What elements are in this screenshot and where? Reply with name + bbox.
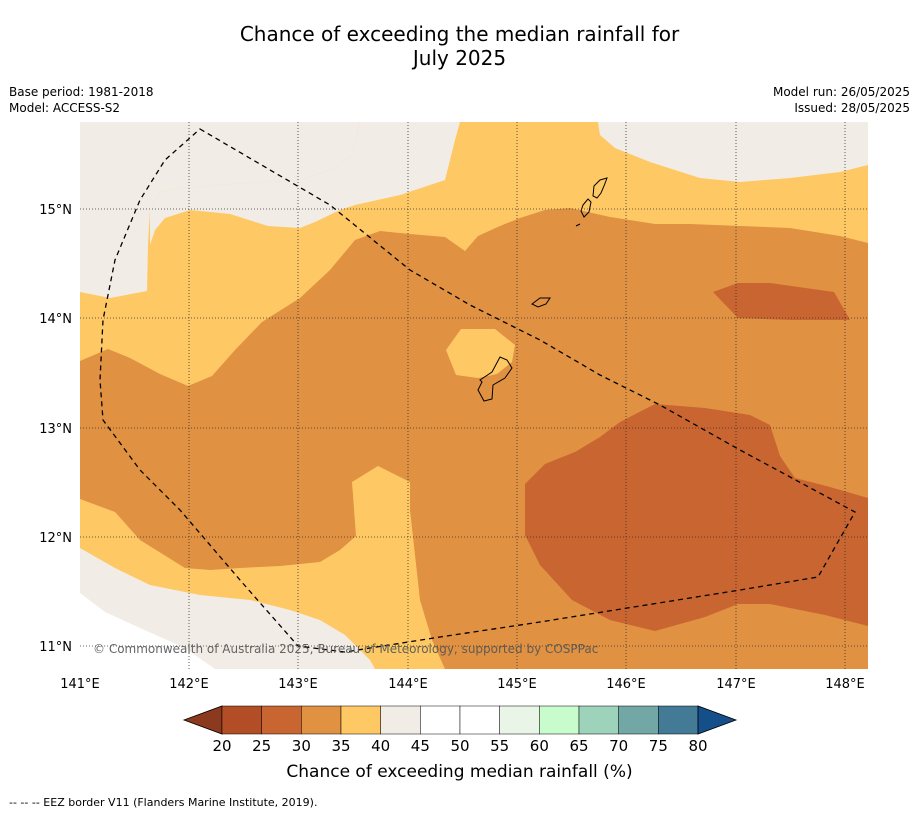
colorbar-swatch	[658, 705, 699, 735]
lon-label-145: 145°E	[497, 677, 537, 692]
colorbar-swatch	[420, 705, 461, 735]
islands	[477, 177, 608, 402]
lat-label-15: 15°N	[39, 203, 72, 218]
lon-label-147: 147°E	[716, 677, 756, 692]
colorbar-tick-label: 75	[649, 737, 668, 755]
map-title: Chance of exceeding the median rainfall …	[0, 22, 919, 70]
issued-date: Issued: 28/05/2025	[794, 101, 910, 115]
band-25-30-northeast	[713, 283, 850, 320]
colorbar-tick-label: 80	[688, 737, 707, 755]
colorbar-ticks: 20 25 30 35 40 45 50 55 60 65 70 75 80	[212, 737, 707, 755]
colorbar-arrow-high	[697, 705, 738, 735]
model-run: Model run: 26/05/2025	[772, 85, 910, 99]
colorbar-tick-label: 55	[490, 737, 509, 755]
meta-right: Model run: 26/05/2025 Issued: 28/05/2025	[773, 84, 910, 116]
meta-left: Base period: 1981-2018 Model: ACCESS-S2	[9, 84, 154, 116]
band-25-30-southeast	[525, 404, 868, 631]
colorbar-tick-label: 20	[212, 737, 231, 755]
title-line-1: Chance of exceeding the median rainfall …	[239, 22, 680, 46]
colorbar-swatch	[301, 705, 342, 735]
colorbar-swatch	[261, 705, 302, 735]
colorbar-tick-label: 65	[569, 737, 588, 755]
model-name: Model: ACCESS-S2	[9, 101, 121, 115]
colorbar-tick-label: 70	[609, 737, 628, 755]
colorbar-swatch	[459, 705, 500, 735]
lon-label-144: 144°E	[388, 677, 428, 692]
colorbar-tick-label: 30	[292, 737, 311, 755]
lat-label-12: 12°N	[39, 531, 72, 546]
lon-label-148: 148°E	[825, 677, 865, 692]
lat-label-14: 14°N	[39, 312, 72, 327]
colorbar-tick-label: 35	[331, 737, 350, 755]
band-40-45-northcenter	[150, 122, 460, 245]
colorbar-swatch	[539, 705, 580, 735]
eez-footnote: -- -- -- EEZ border V11 (Flanders Marine…	[9, 796, 318, 809]
lon-label-141: 141°E	[60, 677, 100, 692]
colorbar-tick-label: 25	[252, 737, 271, 755]
land-southwest	[80, 593, 215, 669]
colorbar	[182, 705, 738, 735]
colorbar-tick-label: 50	[450, 737, 469, 755]
base-period: Base period: 1981-2018	[9, 85, 154, 99]
lat-labels: 15°N 14°N 13°N 12°N 11°N	[39, 203, 72, 655]
colorbar-swatch	[499, 705, 540, 735]
lon-label-143: 143°E	[278, 677, 318, 692]
colorbar-arrow-low	[182, 705, 223, 735]
title-line-2: July 2025	[412, 46, 507, 70]
colorbar-swatch	[221, 705, 262, 735]
lon-labels: 141°E 142°E 143°E 144°E 145°E 146°E 147°…	[60, 677, 865, 692]
lat-label-11: 11°N	[39, 640, 72, 655]
band-40-45-northeast	[598, 122, 868, 182]
colorbar-swatch	[380, 705, 421, 735]
colorbar-label: Chance of exceeding median rainfall (%)	[286, 762, 633, 782]
colorbar-swatch	[578, 705, 619, 735]
eez-border	[99, 128, 856, 653]
band-40-45-northwest	[80, 122, 360, 298]
gridlines	[80, 122, 868, 669]
lon-label-146: 146°E	[606, 677, 646, 692]
rainfall-map	[80, 122, 868, 669]
colorbar-tick-label: 60	[530, 737, 549, 755]
lon-label-142: 142°E	[169, 677, 209, 692]
lat-label-13: 13°N	[39, 422, 72, 437]
copyright-text: © Commonwealth of Australia 2025, Bureau…	[93, 642, 598, 656]
colorbar-tick-label: 45	[411, 737, 430, 755]
band-35-40-island	[446, 329, 515, 378]
colorbar-tick-label: 40	[371, 737, 390, 755]
colorbar-swatch	[340, 705, 381, 735]
colorbar-swatch	[618, 705, 659, 735]
